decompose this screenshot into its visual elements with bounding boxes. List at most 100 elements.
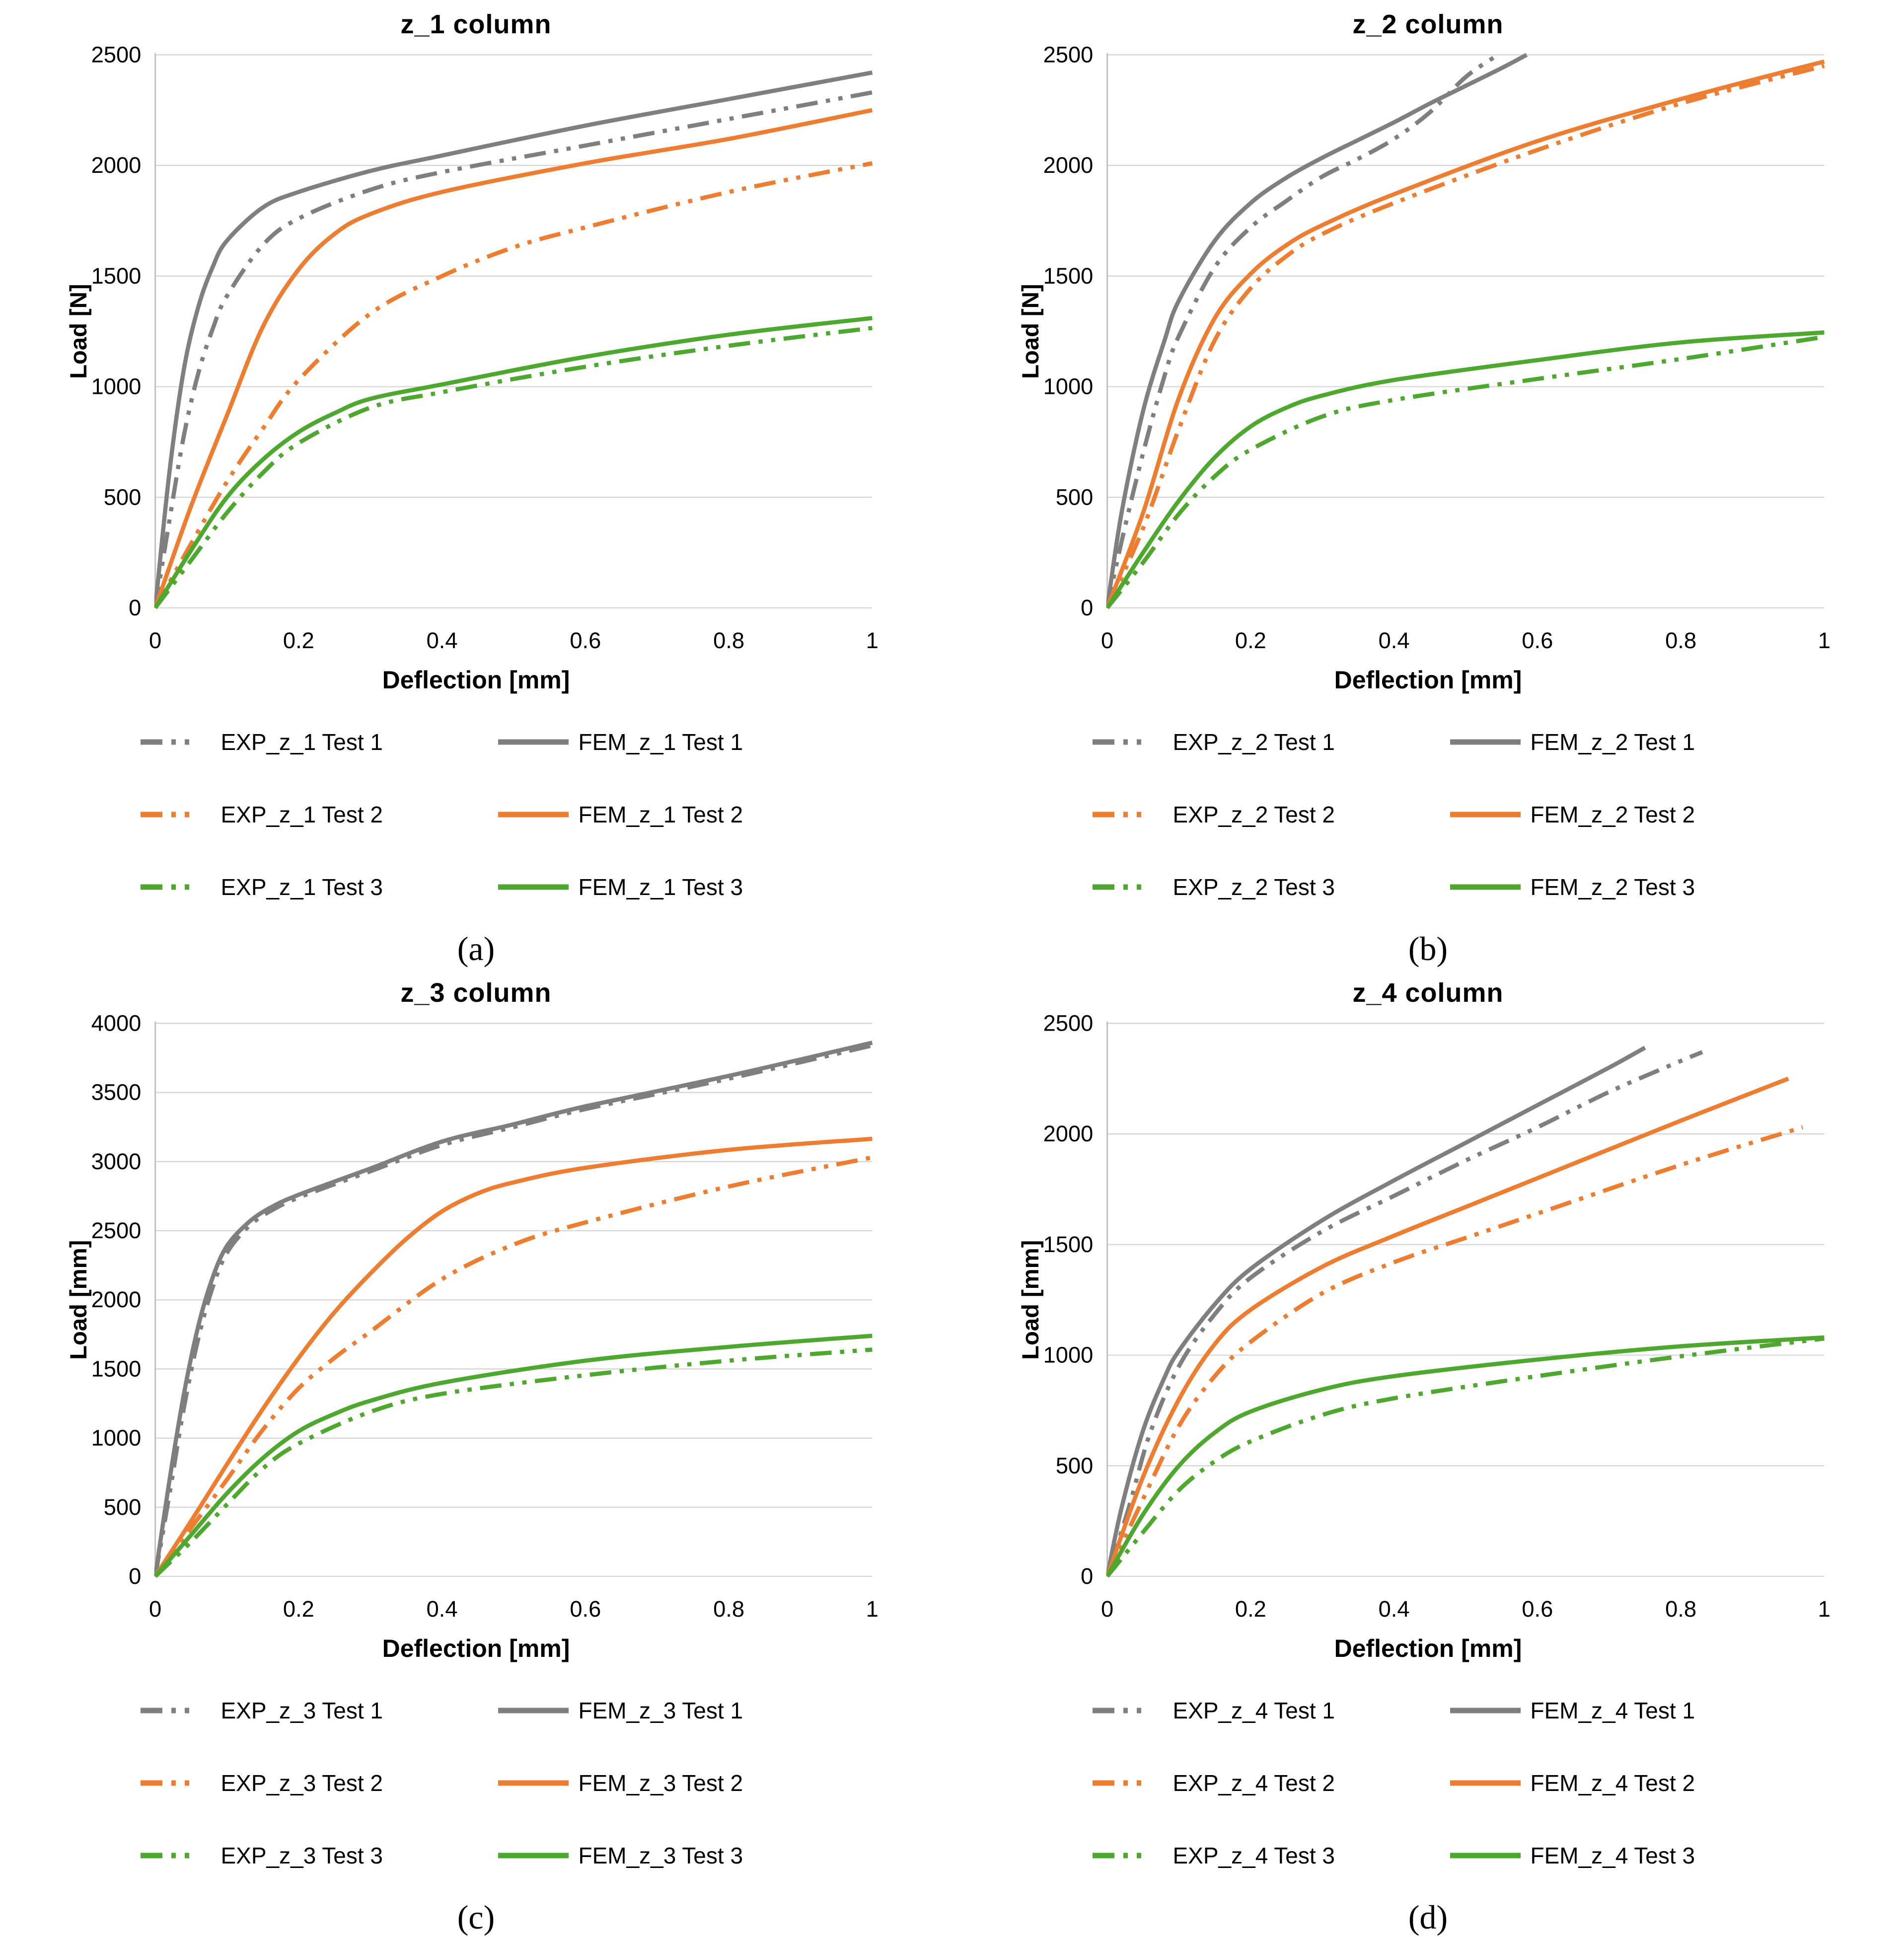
panel-caption: (d) bbox=[1408, 1898, 1448, 1936]
series-curve-fem-z-1-test-1 bbox=[154, 70, 873, 608]
x-axis-label: Deflection [mm] bbox=[382, 1635, 570, 1662]
y-axis-label: Load [mm] bbox=[65, 1240, 91, 1360]
y-tick-label: 500 bbox=[103, 1494, 141, 1520]
legend-label: EXP_z_4 Test 3 bbox=[1172, 1843, 1335, 1868]
x-tick-label: 0.8 bbox=[713, 628, 744, 653]
legend-item: EXP_z_3 Test 1 bbox=[139, 1697, 437, 1724]
chart-title: z_3 column bbox=[400, 978, 552, 1008]
legend-swatch-dash-dot-dot-line bbox=[140, 1853, 211, 1859]
legend-item: FEM_z_4 Test 3 bbox=[1448, 1842, 1766, 1869]
y-tick-label: 2500 bbox=[91, 42, 141, 68]
y-axis-label: Load [N] bbox=[1017, 284, 1043, 379]
x-tick-label: 0 bbox=[1101, 628, 1113, 653]
chart-plot-z1: 0 500 1000 1500 2000 2500 0 0.2 0.4 0.6 0.8 1 Load [… bbox=[65, 42, 878, 654]
legend-swatch-solid-line bbox=[1450, 884, 1521, 890]
y-tick-label: 2500 bbox=[91, 1218, 141, 1243]
legend-item: EXP_z_1 Test 1 bbox=[139, 729, 437, 755]
y-tick-label: 2000 bbox=[1043, 152, 1093, 178]
legend-swatch-dash-dot-dot-line bbox=[1092, 1780, 1163, 1786]
legend-swatch-solid-line bbox=[498, 884, 569, 890]
x-tick-label: 0.8 bbox=[1665, 628, 1696, 653]
legend-label: EXP_z_1 Test 1 bbox=[220, 729, 383, 755]
x-tick-label: 0.6 bbox=[1522, 1596, 1553, 1622]
legend-item: EXP_z_2 Test 3 bbox=[1091, 874, 1389, 900]
series-curve-fem-z-4-test-3 bbox=[1106, 1335, 1825, 1578]
legend-swatch-solid-line bbox=[1450, 1853, 1521, 1859]
series-curve-fem-z-3-test-2 bbox=[154, 1136, 873, 1578]
legend-swatch-dash-dot-dot-line bbox=[1092, 884, 1163, 890]
legend-label: FEM_z_1 Test 1 bbox=[578, 729, 743, 755]
x-axis-label: Deflection [mm] bbox=[1334, 666, 1522, 694]
chart-legend: EXP_z_3 Test 1 FEM_z_3 Test 1 EXP_z_3 Test… bbox=[139, 1697, 814, 1869]
legend-label: FEM_z_2 Test 1 bbox=[1530, 729, 1695, 755]
x-tick-label: 0.8 bbox=[713, 1596, 744, 1622]
legend-swatch-dash-dot-dot-line bbox=[140, 884, 211, 890]
series-curve-fem-z-1-test-2 bbox=[154, 108, 873, 609]
series-curve-fem-z-2-test-3 bbox=[1106, 330, 1825, 609]
legend-swatch-dash-dot-dot-line bbox=[1092, 1853, 1163, 1859]
legend-swatch-solid-line bbox=[1450, 739, 1521, 745]
legend-swatch-solid-line bbox=[498, 1780, 569, 1786]
legend-swatch-dash-dot-dot-line bbox=[140, 1780, 211, 1786]
chart-title: z_1 column bbox=[400, 9, 552, 39]
legend-label: FEM_z_2 Test 2 bbox=[1530, 802, 1695, 827]
legend-label: EXP_z_1 Test 3 bbox=[220, 874, 383, 900]
legend-label: FEM_z_4 Test 1 bbox=[1530, 1698, 1695, 1723]
legend-item: EXP_z_4 Test 3 bbox=[1091, 1842, 1389, 1869]
x-tick-label: 1 bbox=[866, 628, 878, 653]
legend-swatch-dash-dot-dot-line bbox=[140, 1708, 211, 1714]
legend-label: EXP_z_3 Test 2 bbox=[220, 1770, 383, 1796]
y-tick-label: 2000 bbox=[1043, 1121, 1093, 1146]
legend-swatch-dash-dot-dot-line bbox=[1092, 1708, 1163, 1714]
legend-item: EXP_z_1 Test 2 bbox=[139, 801, 437, 828]
legend-label: EXP_z_1 Test 2 bbox=[220, 802, 383, 827]
y-tick-label: 500 bbox=[1055, 1453, 1093, 1478]
series-curve-fem-z-3-test-1 bbox=[154, 1041, 873, 1577]
chart-plot-z3: 0 500 1000 1500 2000 2500 3000 3500 4000 0 0.2 0.4 0… bbox=[65, 1011, 878, 1622]
series-curve-exp-z-2-test-3 bbox=[1106, 335, 1825, 609]
legend-label: FEM_z_1 Test 2 bbox=[578, 802, 743, 827]
legend-label: FEM_z_1 Test 3 bbox=[578, 874, 743, 900]
legend-item: EXP_z_3 Test 3 bbox=[139, 1842, 437, 1869]
y-tick-label: 2000 bbox=[91, 152, 141, 178]
legend-item: FEM_z_2 Test 1 bbox=[1448, 729, 1766, 755]
legend-label: EXP_z_2 Test 1 bbox=[1172, 729, 1335, 755]
series-curve-exp-z-1-test-2 bbox=[154, 161, 873, 609]
series-curve-fem-z-2-test-2 bbox=[1106, 59, 1825, 609]
y-tick-label: 1500 bbox=[91, 263, 141, 289]
chart-panel-z4: z_4 column 0 500 1000 1500 2000 2500 0 0.2 0.4 0.… bbox=[952, 968, 1904, 1937]
chart-panel-z3: z_3 column 0 500 1000 1500 2000 2500 3000 3500 4… bbox=[0, 968, 952, 1937]
x-tick-label: 0.4 bbox=[1378, 628, 1409, 653]
x-tick-label: 0.4 bbox=[426, 1596, 457, 1622]
series-curve-exp-z-3-test-2 bbox=[154, 1155, 873, 1578]
legend-swatch-solid-line bbox=[498, 1853, 569, 1859]
x-tick-label: 0.6 bbox=[570, 1596, 601, 1622]
x-tick-label: 1 bbox=[866, 1596, 878, 1622]
y-tick-label: 1000 bbox=[91, 1425, 141, 1451]
y-tick-label: 1000 bbox=[1043, 374, 1093, 399]
legend-item: FEM_z_3 Test 2 bbox=[496, 1770, 814, 1796]
x-axis-label: Deflection [mm] bbox=[382, 666, 570, 694]
legend-item: FEM_z_4 Test 1 bbox=[1448, 1697, 1766, 1724]
legend-item: EXP_z_2 Test 2 bbox=[1091, 801, 1389, 828]
chart-title: z_2 column bbox=[1352, 9, 1504, 39]
series-curve-fem-z-3-test-3 bbox=[154, 1334, 873, 1578]
legend-label: EXP_z_2 Test 2 bbox=[1172, 802, 1335, 827]
x-tick-label: 0.2 bbox=[283, 1596, 314, 1622]
legend-label: FEM_z_2 Test 3 bbox=[1530, 874, 1695, 900]
legend-label: EXP_z_2 Test 3 bbox=[1172, 874, 1335, 900]
y-tick-label: 2500 bbox=[1043, 1011, 1093, 1036]
x-tick-label: 1 bbox=[1818, 628, 1830, 653]
panel-caption: (c) bbox=[457, 1898, 495, 1936]
legend-swatch-solid-line bbox=[1450, 1708, 1521, 1714]
legend-item: FEM_z_2 Test 3 bbox=[1448, 874, 1766, 900]
legend-item: EXP_z_2 Test 1 bbox=[1091, 729, 1389, 755]
legend-swatch-dash-dot-dot-line bbox=[1092, 739, 1163, 745]
x-tick-label: 0.2 bbox=[1235, 628, 1266, 653]
chart-legend: EXP_z_1 Test 1 FEM_z_1 Test 1 EXP_z_1 Test… bbox=[139, 729, 814, 900]
legend-item: FEM_z_1 Test 1 bbox=[496, 729, 814, 755]
y-tick-label: 2500 bbox=[1043, 42, 1093, 68]
series-curve-exp-z-1-test-3 bbox=[154, 326, 873, 609]
legend-swatch-solid-line bbox=[1450, 1780, 1521, 1786]
series-curve-exp-z-4-test-2 bbox=[1106, 1125, 1803, 1577]
